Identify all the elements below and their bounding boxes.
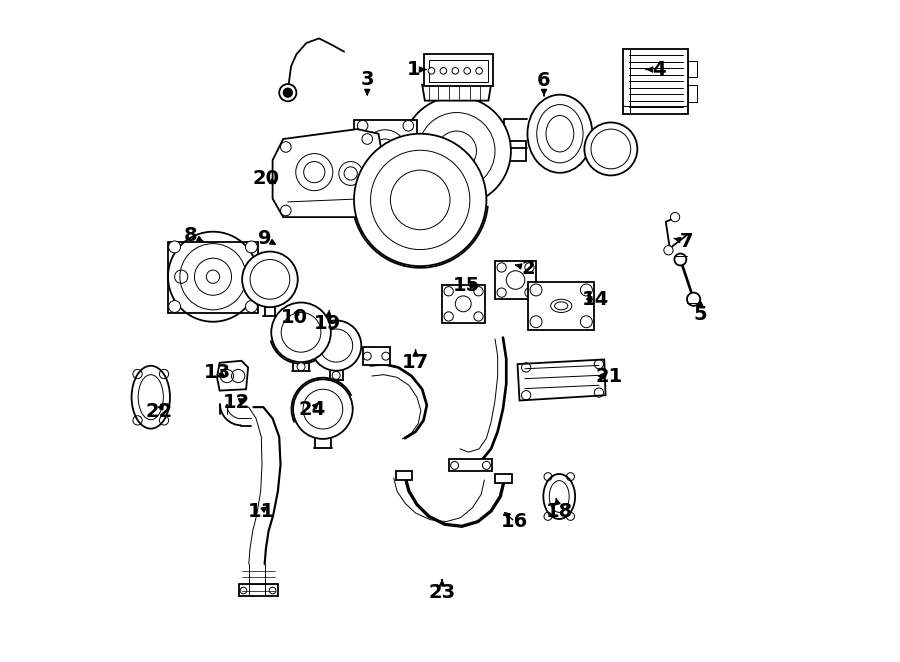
Text: 18: 18	[545, 498, 573, 520]
Bar	[239, 584, 278, 596]
Circle shape	[402, 97, 511, 205]
Circle shape	[284, 88, 292, 97]
Bar	[363, 347, 391, 365]
Text: 23: 23	[428, 580, 455, 602]
Text: 22: 22	[145, 402, 172, 421]
Text: 17: 17	[402, 350, 429, 372]
Bar	[396, 471, 412, 480]
Circle shape	[670, 213, 680, 222]
Circle shape	[362, 205, 373, 216]
Text: 7: 7	[674, 232, 693, 251]
Text: 4: 4	[646, 60, 665, 79]
Circle shape	[242, 252, 298, 307]
Circle shape	[674, 254, 687, 265]
Text: 21: 21	[595, 367, 623, 385]
Polygon shape	[422, 85, 491, 101]
Text: 9: 9	[258, 229, 275, 248]
Circle shape	[403, 120, 414, 131]
Bar	[495, 474, 511, 483]
Bar	[449, 459, 491, 471]
Bar	[624, 49, 688, 114]
Text: 10: 10	[281, 308, 308, 327]
Bar	[424, 54, 493, 86]
Bar	[688, 61, 697, 77]
Circle shape	[357, 171, 368, 181]
Circle shape	[296, 154, 333, 191]
Bar	[168, 242, 258, 313]
Circle shape	[354, 134, 486, 266]
Circle shape	[440, 68, 446, 74]
Circle shape	[246, 301, 257, 312]
Text: 5: 5	[693, 299, 707, 324]
Text: 6: 6	[537, 71, 551, 96]
Polygon shape	[273, 129, 383, 217]
Circle shape	[297, 363, 305, 371]
Circle shape	[476, 68, 482, 74]
Text: 11: 11	[248, 502, 275, 520]
Text: 13: 13	[203, 363, 230, 381]
Bar	[528, 282, 594, 330]
Text: 12: 12	[223, 393, 250, 412]
Bar	[688, 85, 697, 102]
Text: 24: 24	[299, 400, 326, 418]
Polygon shape	[217, 361, 248, 391]
Text: 20: 20	[253, 169, 280, 188]
Ellipse shape	[544, 474, 575, 519]
Circle shape	[452, 68, 459, 74]
Polygon shape	[518, 359, 606, 401]
Ellipse shape	[131, 366, 170, 429]
Circle shape	[464, 68, 471, 74]
Text: 3: 3	[361, 70, 374, 95]
Circle shape	[428, 68, 435, 74]
Bar	[442, 285, 485, 323]
Text: 15: 15	[453, 277, 481, 295]
Circle shape	[246, 241, 257, 253]
Text: 8: 8	[184, 226, 202, 244]
Circle shape	[311, 320, 361, 371]
Circle shape	[168, 241, 181, 253]
Bar	[354, 120, 417, 183]
Ellipse shape	[527, 95, 592, 173]
Circle shape	[664, 246, 673, 255]
Bar	[495, 261, 536, 299]
Circle shape	[281, 205, 291, 216]
Circle shape	[271, 303, 331, 362]
Circle shape	[332, 371, 340, 379]
Circle shape	[168, 232, 258, 322]
Circle shape	[584, 122, 637, 175]
Circle shape	[281, 142, 291, 152]
Circle shape	[687, 293, 700, 306]
Text: 14: 14	[582, 290, 609, 308]
Text: 16: 16	[501, 512, 528, 531]
Bar	[428, 60, 489, 82]
Text: 2: 2	[516, 259, 535, 277]
Circle shape	[279, 84, 296, 101]
Circle shape	[362, 134, 373, 144]
Circle shape	[357, 120, 368, 131]
Circle shape	[338, 162, 363, 185]
Circle shape	[403, 171, 414, 181]
Circle shape	[293, 379, 353, 439]
Text: 19: 19	[314, 310, 341, 332]
Circle shape	[168, 301, 181, 312]
Text: 1: 1	[407, 60, 426, 79]
